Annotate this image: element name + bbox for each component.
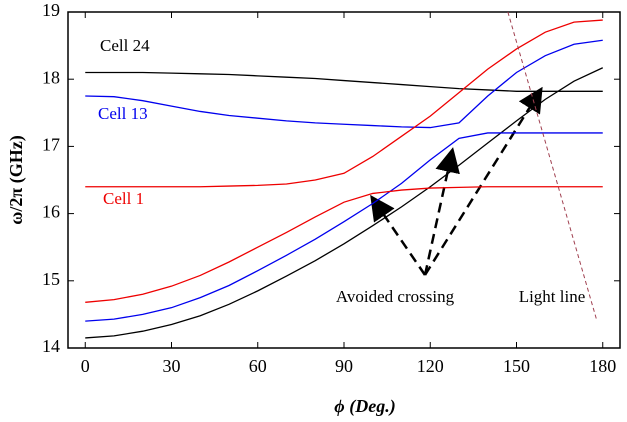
y-axis-label: ω/2π (GHz) — [6, 135, 27, 225]
series-line — [85, 39, 603, 129]
annotation: Avoided crossing — [336, 287, 455, 306]
series-line — [507, 11, 598, 322]
series-line — [85, 71, 603, 92]
x-tick-label: 120 — [417, 356, 444, 376]
series-line — [85, 186, 603, 303]
series-label: Cell 24 — [100, 36, 150, 55]
x-tick-label: 0 — [81, 356, 90, 376]
annotation: Light line — [519, 287, 586, 306]
y-tick-label: 19 — [42, 0, 60, 20]
x-tick-label: 90 — [335, 356, 353, 376]
y-tick-label: 14 — [42, 336, 60, 356]
y-tick-label: 17 — [42, 135, 60, 155]
series-label: Cell 13 — [98, 104, 148, 123]
y-tick-label: 16 — [42, 202, 60, 222]
x-axis-label: ϕ (Deg.) — [334, 396, 395, 417]
x-tick-label: 150 — [503, 356, 530, 376]
series-line — [85, 19, 603, 188]
y-tick-label: 18 — [42, 67, 60, 87]
arrows — [370, 86, 543, 276]
series-line — [85, 67, 604, 339]
x-tick-label: 60 — [249, 356, 267, 376]
series-line — [85, 132, 603, 322]
y-tick-label: 15 — [42, 269, 60, 289]
x-tick-label: 180 — [589, 356, 616, 376]
series-label: Cell 1 — [103, 189, 144, 208]
x-tick-label: 30 — [163, 356, 181, 376]
